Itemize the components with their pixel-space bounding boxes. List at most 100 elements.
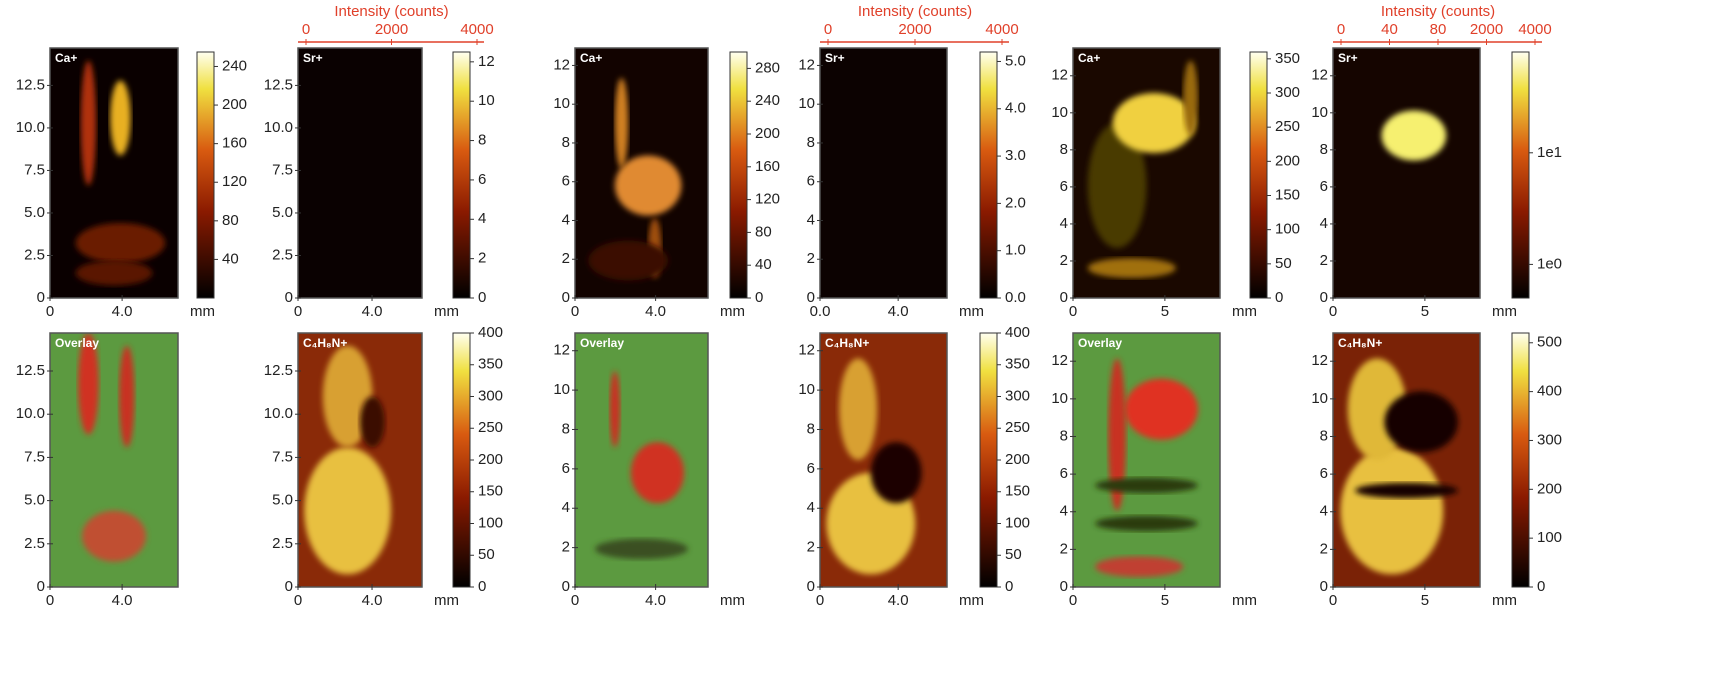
x-tick-label: 5 (1161, 303, 1169, 320)
y-tick-label: 10 (553, 381, 570, 398)
frame (1332, 47, 1481, 299)
image-background (820, 48, 947, 298)
panel-label: Sr+ (1338, 51, 1358, 65)
y-tick-label: 12.5 (264, 76, 293, 93)
image-region (594, 538, 689, 560)
colorbar (196, 51, 215, 299)
image-region (609, 371, 621, 448)
y-tick-label: 12 (1311, 352, 1328, 369)
colorbar-tick-label: 250 (1005, 419, 1030, 436)
colorbar-tick-label: 0 (478, 289, 486, 306)
y-tick-label: 6 (1060, 465, 1068, 482)
y-tick-label: 6 (562, 173, 570, 190)
colorbar-tick-label: 1e1 (1537, 144, 1562, 161)
y-tick-label: 10 (798, 381, 815, 398)
colorbar-tick-label: 350 (1275, 50, 1300, 67)
colorbar-tick-label: 150 (478, 483, 503, 500)
y-tick-label: 6 (1320, 465, 1328, 482)
image-map (820, 48, 947, 298)
colorbar-tick-label: 8 (478, 132, 486, 149)
x-tick-label: 5 (1421, 592, 1429, 609)
colorbar-tick-label: 4.0 (1005, 100, 1026, 117)
colorbar-tick-label: 50 (1275, 255, 1292, 272)
x-tick-label: 0 (1069, 592, 1077, 609)
x-axis-label: mm (1492, 592, 1517, 609)
image-map (1333, 333, 1480, 587)
y-tick-label: 0 (562, 289, 570, 306)
y-tick-label: 8 (562, 420, 570, 437)
y-tick-label: 7.5 (24, 448, 45, 465)
top-axis-tick-label: 0 (1337, 21, 1345, 38)
colorbar (452, 51, 471, 299)
x-tick-label: 4.0 (112, 592, 133, 609)
x-tick-label: 4.0 (112, 303, 133, 320)
y-tick-label: 2 (562, 250, 570, 267)
x-tick-label: 0 (571, 592, 579, 609)
y-tick-label: 7.5 (24, 161, 45, 178)
colorbar-tick-label: 80 (222, 212, 239, 229)
image-region (839, 358, 878, 461)
panel-label: C₄H₈N+ (1338, 336, 1382, 350)
panel: Sr+ 0 2 4 6 8 10 12 0 5 mm 1e0 1e1 Intensity (counts)… (1311, 3, 1562, 320)
x-axis-label: mm (1232, 592, 1257, 609)
colorbar-tick-label: 200 (755, 125, 780, 142)
x-tick-label: 4.0 (645, 303, 666, 320)
panel: Sr+ 0 2 4 6 8 10 12 0.0 4.0 mm 0.0 1.0 2.0 3.0 4.0 5.0 In… (798, 3, 1026, 320)
colorbar (452, 332, 471, 588)
y-tick-label: 8 (807, 134, 815, 151)
panel-label: Overlay (1078, 336, 1122, 350)
image-region (614, 155, 682, 216)
panel: C₄H₈N+ 0 2 4 6 8 10 12 0 4.0 mm 0 50 100 150 200 250 300 3… (798, 324, 1030, 609)
colorbar-tick-label: 160 (222, 135, 247, 152)
x-tick-label: 5 (1161, 592, 1169, 609)
colorbar-tick-label: 300 (1275, 84, 1300, 101)
colorbar-tick-label: 100 (1275, 221, 1300, 238)
x-tick-label: 0 (46, 592, 54, 609)
top-axis-tick-label: 40 (1381, 21, 1398, 38)
frame (819, 47, 948, 299)
colorbar-tick-label: 350 (478, 356, 503, 373)
y-tick-label: 6 (807, 460, 815, 477)
x-axis-label: mm (959, 303, 984, 320)
y-tick-label: 10 (798, 95, 815, 112)
colorbar-tick-label: 120 (222, 173, 247, 190)
y-tick-label: 0 (37, 289, 45, 306)
top-axis-tick-label: 0 (302, 21, 310, 38)
image-region (1340, 447, 1444, 575)
image-region (1384, 391, 1458, 453)
y-tick-label: 2.5 (24, 246, 45, 263)
y-tick-label: 0 (807, 289, 815, 306)
y-tick-label: 2 (1060, 252, 1068, 269)
colorbar-tick-label: 2 (478, 250, 486, 267)
panel-label: Overlay (55, 336, 99, 350)
image-map (50, 48, 178, 298)
y-tick-label: 8 (1320, 427, 1328, 444)
colorbar-tick-label: 200 (1275, 152, 1300, 169)
y-tick-label: 12.5 (16, 76, 45, 93)
y-tick-label: 6 (807, 173, 815, 190)
y-tick-label: 7.5 (272, 161, 293, 178)
panel-label: Ca+ (1078, 51, 1100, 65)
x-tick-label: 4.0 (645, 592, 666, 609)
colorbar-tick-label: 0 (478, 578, 486, 595)
y-tick-label: 4 (1320, 503, 1328, 520)
y-tick-label: 10 (1311, 390, 1328, 407)
frame (819, 332, 948, 588)
image-region (1183, 60, 1198, 136)
y-tick-label: 4 (562, 211, 570, 228)
panel: Overlay 0 2 4 6 8 10 12 0 5 mm (1051, 332, 1257, 609)
y-tick-label: 4 (1320, 215, 1328, 232)
panel: C₄H₈N+ 0 2 4 6 8 10 12 0 5 mm 0 100 200 300 400 500 (1311, 332, 1562, 609)
colorbar-tick-label: 300 (478, 387, 503, 404)
colorbar-tick-label: 150 (1275, 186, 1300, 203)
image-region (1087, 258, 1176, 278)
colorbar-tick-label: 6 (478, 171, 486, 188)
y-tick-label: 2.5 (272, 535, 293, 552)
image-region (1095, 556, 1184, 577)
image-map (575, 48, 708, 298)
x-axis-label: mm (434, 303, 459, 320)
colorbar-tick-label: 240 (222, 57, 247, 74)
colorbar-tick-label: 50 (478, 546, 495, 563)
colorbar (1511, 332, 1530, 588)
y-tick-label: 0 (1320, 289, 1328, 306)
